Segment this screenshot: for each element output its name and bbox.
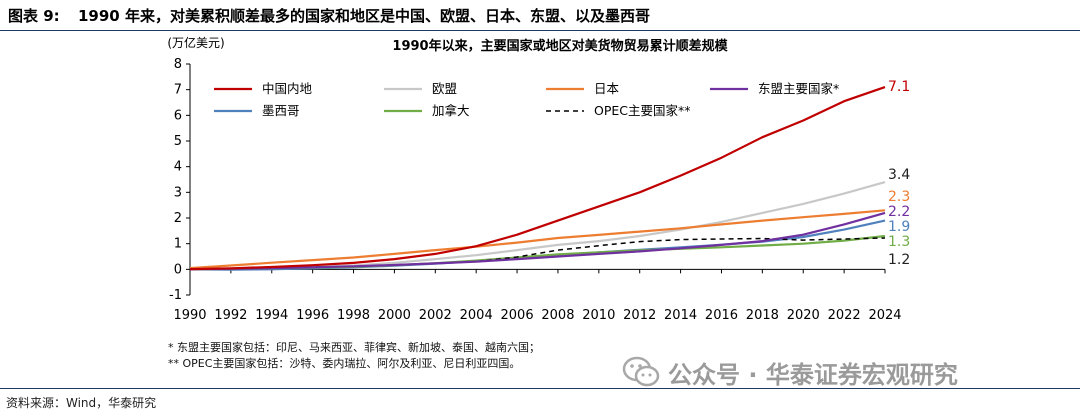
x-tick-label: 1996 xyxy=(296,308,329,323)
x-tick-label: 2022 xyxy=(828,308,861,323)
note-asean: * 东盟主要国家包括：印尼、马来西亚、菲律宾、新加坡、泰国、越南六国； xyxy=(168,341,540,354)
x-tick-label: 2002 xyxy=(419,308,452,323)
series-line-6 xyxy=(189,237,886,271)
wechat-icon xyxy=(622,356,660,387)
y-tick-label: 0 xyxy=(174,262,182,277)
x-tick-label: 2000 xyxy=(378,308,411,323)
y-tick-label: -1 xyxy=(169,288,182,303)
legend-label-2: 日本 xyxy=(594,81,620,96)
y-axis: -1 0 1 2 3 4 5 6 7 8 xyxy=(169,57,191,303)
legend-label-5: 加拿大 xyxy=(432,103,470,118)
end-label-0: 7.1 xyxy=(888,79,910,95)
figure-header: 图表 9: 1990 年来，对美累积顺差最多的国家和地区是中国、欧盟、日本、东盟… xyxy=(0,0,1080,31)
figure-label: 图表 9: xyxy=(8,7,60,25)
x-tick-label: 2020 xyxy=(787,308,820,323)
figure-title: 1990 年来，对美累积顺差最多的国家和地区是中国、欧盟、日本、东盟、以及墨西哥 xyxy=(78,7,650,25)
source-note: 资料来源：Wind，华泰研究 xyxy=(6,396,157,410)
x-tick-label: 2006 xyxy=(501,308,534,323)
legend-label-4: 墨西哥 xyxy=(262,103,300,118)
end-label-6: 1.2 xyxy=(888,252,910,268)
legend: 中国内地 欧盟 日本 东盟主要国家* 墨西哥 加拿大 OPEC主要国家** xyxy=(214,81,839,118)
chart-notes: * 东盟主要国家包括：印尼、马来西亚、菲律宾、新加坡、泰国、越南六国； ** O… xyxy=(168,340,540,372)
x-tick-label: 1998 xyxy=(337,308,370,323)
y-tick-label: 2 xyxy=(174,211,182,226)
end-label-3: 2.2 xyxy=(888,204,910,220)
y-tick-label: 5 xyxy=(174,134,182,149)
legend-label-3: 东盟主要国家* xyxy=(758,81,839,96)
y-tick-label: 3 xyxy=(174,185,182,200)
x-tick-label: 2016 xyxy=(705,308,738,323)
end-label-1: 3.4 xyxy=(888,167,910,183)
x-tick-label: 1994 xyxy=(255,308,288,323)
series-line-2 xyxy=(189,209,886,270)
x-tick-label: 2024 xyxy=(868,308,901,323)
chart-title: 1990年以来，主要国家或地区对美货物贸易累计顺差规模 xyxy=(392,38,728,54)
y-tick-label: 7 xyxy=(174,83,182,98)
series-line-0 xyxy=(189,86,886,271)
y-tick-label: 4 xyxy=(174,160,182,175)
y-tick-label: 8 xyxy=(174,57,182,72)
x-tick-label: 2010 xyxy=(582,308,615,323)
trade-surplus-line-chart: 1990年以来，主要国家或地区对美货物贸易累计顺差规模 (万亿美元) -1 0 1 2… xyxy=(167,35,910,323)
x-tick-label: 2004 xyxy=(460,308,493,323)
figure-footer: 资料来源：Wind，华泰研究 xyxy=(0,388,1080,419)
end-label-4: 1.9 xyxy=(888,219,910,235)
end-labels: 7.1 3.4 2.32.21.91.3 1.2 xyxy=(888,79,910,268)
x-tick-label: 2012 xyxy=(623,308,656,323)
x-tick-label: 2018 xyxy=(746,308,779,323)
y-axis-unit-label: (万亿美元) xyxy=(167,35,224,50)
series-line-3 xyxy=(189,211,886,271)
x-tick-label: 2008 xyxy=(541,308,574,323)
legend-label-6: OPEC主要国家** xyxy=(594,103,691,118)
end-label-2: 2.3 xyxy=(888,189,910,205)
end-label-5: 1.3 xyxy=(888,234,910,250)
y-tick-label: 1 xyxy=(174,237,182,252)
note-opec: ** OPEC主要国家包括：沙特、委内瑞拉、阿尔及利亚、尼日利亚四国。 xyxy=(168,357,521,370)
x-tick-label: 1992 xyxy=(214,308,247,323)
series-lines xyxy=(189,86,886,271)
legend-label-1: 欧盟 xyxy=(432,81,457,96)
watermark: 公众号 · 华泰证券宏观研究 xyxy=(622,352,958,392)
x-axis: 1990 1992 1994 1996 1998 2000 2002 2004 2006 2008… xyxy=(173,268,902,323)
watermark-text: 公众号 · 华泰证券宏观研究 xyxy=(668,360,958,389)
legend-label-0: 中国内地 xyxy=(262,81,313,96)
x-tick-label: 1990 xyxy=(173,308,206,323)
x-tick-label: 2014 xyxy=(664,308,697,323)
y-tick-label: 6 xyxy=(174,108,182,123)
